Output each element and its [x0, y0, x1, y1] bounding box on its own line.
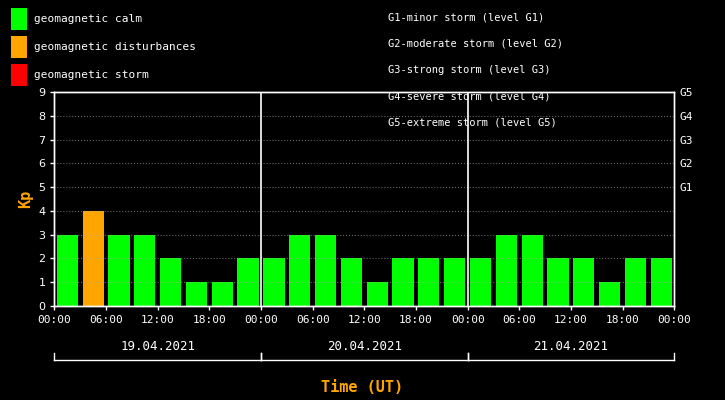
Text: geomagnetic disturbances: geomagnetic disturbances	[34, 42, 196, 52]
Bar	[186, 282, 207, 306]
Text: G4-severe storm (level G4): G4-severe storm (level G4)	[388, 91, 550, 101]
Bar	[496, 235, 517, 306]
Bar	[83, 211, 104, 306]
Text: 20.04.2021: 20.04.2021	[327, 340, 402, 352]
Bar	[547, 258, 568, 306]
Text: geomagnetic storm: geomagnetic storm	[34, 70, 149, 80]
Bar	[341, 258, 362, 306]
Bar	[521, 235, 543, 306]
Bar	[651, 258, 672, 306]
Text: 19.04.2021: 19.04.2021	[120, 340, 195, 352]
Bar	[367, 282, 388, 306]
Bar	[160, 258, 181, 306]
Bar	[599, 282, 621, 306]
Bar	[57, 235, 78, 306]
Text: G3-strong storm (level G3): G3-strong storm (level G3)	[388, 65, 550, 75]
Bar	[315, 235, 336, 306]
Bar	[625, 258, 646, 306]
Bar	[418, 258, 439, 306]
Bar	[470, 258, 491, 306]
Y-axis label: Kp: Kp	[17, 190, 33, 208]
Text: geomagnetic calm: geomagnetic calm	[34, 14, 142, 24]
Bar	[289, 235, 310, 306]
Bar	[444, 258, 465, 306]
Text: Time (UT): Time (UT)	[321, 380, 404, 396]
Bar	[238, 258, 259, 306]
Text: G2-moderate storm (level G2): G2-moderate storm (level G2)	[388, 38, 563, 48]
Text: G5-extreme storm (level G5): G5-extreme storm (level G5)	[388, 118, 557, 128]
Text: G1-minor storm (level G1): G1-minor storm (level G1)	[388, 12, 544, 22]
Bar	[392, 258, 414, 306]
Bar	[573, 258, 594, 306]
Bar	[108, 235, 130, 306]
Bar	[212, 282, 233, 306]
Text: 21.04.2021: 21.04.2021	[534, 340, 608, 352]
Bar	[263, 258, 284, 306]
Bar	[134, 235, 155, 306]
